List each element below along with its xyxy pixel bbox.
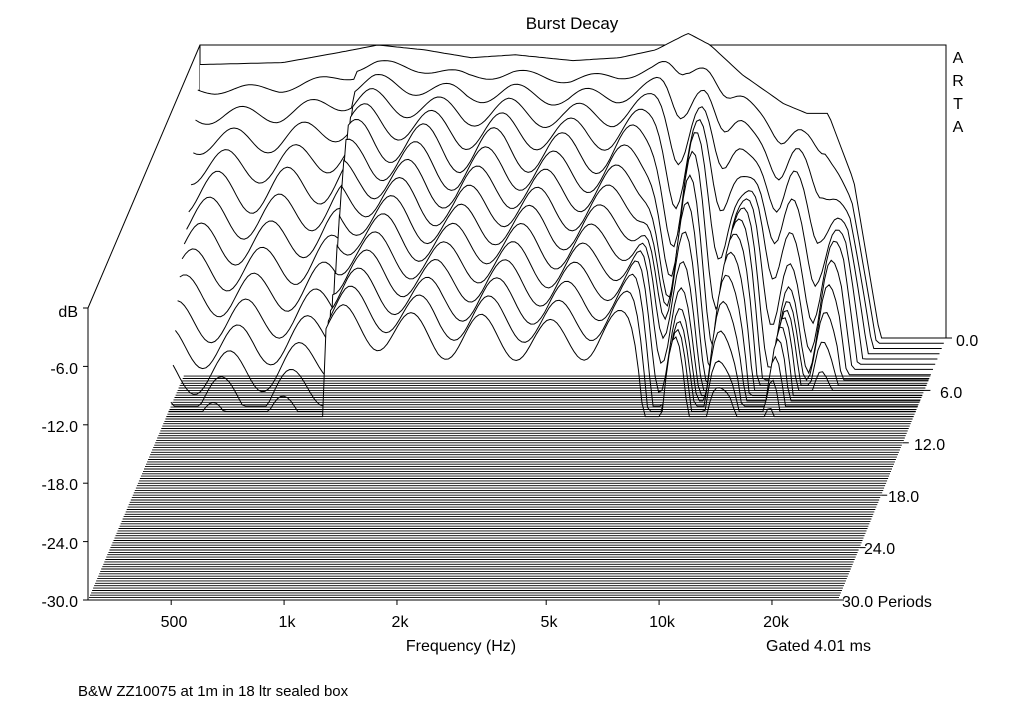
brand-letter: A bbox=[953, 50, 964, 67]
x-tick-label: 10k bbox=[649, 614, 676, 631]
decay-slice bbox=[190, 103, 938, 360]
decay-slice bbox=[172, 249, 921, 402]
depth-tick-label: 30.0 Periods bbox=[842, 594, 932, 611]
x-axis-title: Frequency (Hz) bbox=[406, 638, 516, 655]
decay-slice bbox=[170, 267, 918, 407]
x-tick-label: 5k bbox=[541, 614, 559, 631]
x-tick-label: 20k bbox=[763, 614, 790, 631]
depth-tick-label: 24.0 bbox=[864, 541, 895, 558]
decay-slice bbox=[183, 158, 931, 376]
z-tick-label: -18.0 bbox=[42, 477, 79, 494]
z-tick-label: -12.0 bbox=[42, 419, 79, 436]
z-tick-label: -24.0 bbox=[42, 536, 79, 553]
z-axis-title: dB bbox=[58, 304, 78, 321]
decay-slice bbox=[200, 32, 946, 339]
depth-axis-ticks: 0.0 6.0 12.0 18.0 24.0 30.0 Periods bbox=[838, 333, 978, 611]
decay-slice bbox=[179, 195, 927, 386]
depth-tick-label: 12.0 bbox=[914, 437, 945, 454]
side-edge bbox=[87, 44, 201, 309]
depth-tick-label: 6.0 bbox=[940, 385, 962, 402]
slice-fill bbox=[166, 304, 914, 417]
x-tick-label: 500 bbox=[161, 614, 188, 631]
x-tick-label: 2k bbox=[392, 614, 410, 631]
brand-letter: A bbox=[953, 119, 964, 136]
decay-slice bbox=[193, 88, 940, 355]
decay-slice bbox=[186, 138, 933, 370]
decay-slice bbox=[197, 60, 944, 344]
x-tick-label: 1k bbox=[279, 614, 297, 631]
floor-lines bbox=[88, 375, 931, 601]
depth-tick-label: 18.0 bbox=[888, 489, 919, 506]
chart-title: Burst Decay bbox=[526, 14, 619, 33]
caption: B&W ZZ10075 at 1m in 18 ltr sealed box bbox=[78, 683, 349, 700]
depth-tick-label: 0.0 bbox=[956, 333, 978, 350]
brand-letters: A R T A bbox=[952, 50, 964, 136]
z-tick-label: -30.0 bbox=[42, 594, 79, 611]
waterfall-slices bbox=[166, 32, 946, 418]
brand-letter: R bbox=[952, 73, 964, 90]
x-axis-ticks: 500 1k 2k 5k 10k 20k bbox=[161, 600, 790, 631]
gate-text: Gated 4.01 ms bbox=[766, 638, 871, 655]
decay-slice bbox=[188, 118, 936, 365]
z-tick-label: -6.0 bbox=[50, 361, 78, 378]
decay-slice bbox=[195, 73, 942, 349]
z-axis-ticks: -6.0 -12.0 -18.0 -24.0 -30.0 bbox=[42, 307, 88, 611]
brand-letter: T bbox=[953, 96, 963, 113]
